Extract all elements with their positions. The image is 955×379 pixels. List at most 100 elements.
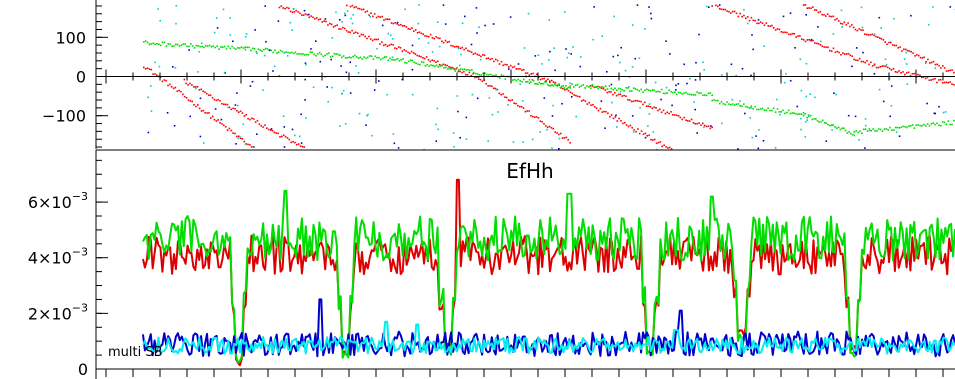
phase-point (843, 21, 846, 24)
phase-point (640, 100, 642, 103)
phase-point (352, 14, 354, 16)
phase-point (721, 122, 723, 125)
phase-point (437, 37, 439, 39)
phase-point (559, 86, 562, 89)
phase-point (524, 110, 527, 113)
phase-point (616, 89, 618, 91)
phase-point (663, 144, 665, 146)
phase-point (861, 132, 863, 134)
phase-point (249, 144, 251, 146)
phase-point (494, 87, 497, 90)
phase-point (439, 65, 442, 67)
phase-point (343, 27, 346, 30)
phase-point (373, 38, 376, 41)
phase-point (638, 132, 641, 135)
phase-point (612, 55, 615, 58)
phase-point (776, 28, 779, 30)
phase-point (554, 69, 556, 72)
phase-point (464, 73, 467, 76)
phase-point (832, 33, 835, 35)
phase-point (148, 68, 151, 70)
phase-point (606, 88, 609, 90)
phase-point (470, 51, 473, 54)
phase-point (331, 86, 333, 89)
phase-point (223, 103, 225, 106)
phase-point (439, 37, 441, 40)
phase-point (470, 74, 473, 77)
phase-point (945, 70, 948, 72)
phase-point (241, 112, 244, 114)
phase-point (709, 92, 712, 94)
phase-point (259, 49, 261, 51)
phase-point (385, 18, 387, 20)
phase-point (217, 98, 219, 101)
phase-point (158, 65, 161, 68)
phase-point (465, 69, 468, 71)
phase-point (396, 47, 398, 50)
phase-point (188, 49, 190, 51)
phase-point (881, 130, 884, 132)
phase-point (851, 133, 854, 136)
phase-point (489, 73, 492, 76)
phase-point (586, 85, 588, 87)
phase-point (795, 113, 797, 115)
phase-point (915, 124, 918, 126)
phase-point (813, 118, 815, 120)
phase-point (187, 84, 189, 86)
phase-point (232, 132, 234, 134)
phase-point (435, 61, 437, 63)
phase-point (297, 143, 300, 145)
phase-point (504, 63, 506, 66)
phase-point (381, 57, 384, 60)
phase-point (364, 11, 367, 13)
phase-point (859, 130, 861, 132)
phase-point (629, 124, 632, 127)
phase-point (936, 122, 938, 125)
phase-point (339, 54, 341, 56)
phase-point (288, 7, 290, 10)
phase-point (544, 81, 546, 83)
phase-point (370, 55, 373, 57)
phase-point (176, 90, 179, 92)
phase-point (464, 15, 466, 18)
phase-point (649, 90, 652, 92)
phase-point (902, 125, 904, 128)
phase-point (556, 132, 558, 134)
phase-point (621, 89, 624, 91)
phase-point (386, 93, 388, 96)
phase-point (545, 79, 547, 82)
phase-point (307, 53, 310, 56)
phase-point (232, 40, 234, 43)
phase-point (362, 8, 365, 11)
phase-point (305, 117, 307, 119)
phase-point (242, 47, 245, 49)
phase-point (488, 97, 491, 99)
phase-point (750, 74, 752, 77)
phase-point (426, 35, 428, 37)
phase-point (737, 103, 740, 105)
phase-point (199, 97, 202, 100)
phase-point (437, 60, 439, 63)
phase-point (553, 47, 555, 49)
phase-point (152, 73, 154, 75)
phase-point (648, 134, 650, 137)
phase-point (831, 129, 833, 131)
phase-point (851, 65, 853, 68)
phase-point (743, 14, 745, 17)
phase-point (761, 22, 764, 24)
phase-point (493, 75, 495, 77)
phase-point (277, 20, 280, 22)
phase-point (550, 79, 553, 82)
phase-point (431, 51, 434, 53)
phase-point (302, 53, 304, 55)
phase-point (182, 43, 185, 45)
phase-point (330, 58, 332, 61)
phase-point (686, 82, 688, 85)
phase-point (376, 47, 378, 50)
phase-point (619, 61, 621, 64)
phase-point (202, 109, 205, 112)
phase-point (651, 89, 654, 91)
phase-point (772, 107, 775, 109)
phase-point (419, 63, 421, 66)
phase-point (703, 126, 705, 129)
